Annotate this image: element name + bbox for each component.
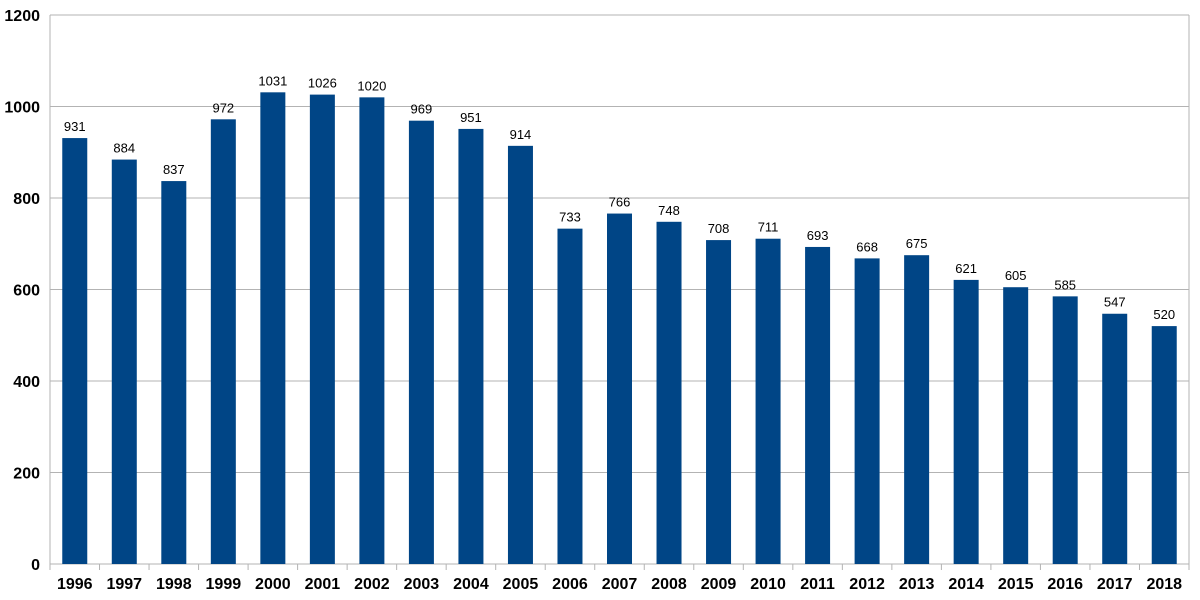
bar-2009: [706, 240, 732, 564]
x-tick-label-2006: 2006: [552, 576, 588, 593]
x-tick-label-2016: 2016: [1047, 576, 1083, 593]
x-tick-label-2017: 2017: [1097, 576, 1133, 593]
x-tick-label-1996: 1996: [57, 576, 93, 593]
y-tick-label: 1200: [4, 8, 40, 25]
x-tick-label-2009: 2009: [701, 576, 737, 593]
bar-2017: [1102, 313, 1128, 564]
data-label-2010: 711: [758, 220, 779, 235]
data-label-2007: 766: [609, 195, 631, 210]
y-tick-label: 200: [13, 466, 40, 483]
x-tick-label-2002: 2002: [354, 576, 390, 593]
x-tick-label-2013: 2013: [899, 576, 935, 593]
y-tick-label: 0: [31, 557, 40, 574]
data-label-2018: 520: [1153, 307, 1175, 322]
bar-2015: [1003, 287, 1029, 564]
bar-2002: [359, 97, 385, 564]
data-label-2005: 914: [510, 127, 532, 142]
bar-2004: [458, 128, 484, 565]
x-tick-label-2012: 2012: [849, 576, 885, 593]
data-label-1999: 972: [212, 100, 234, 115]
data-labels: 931 884 837 972 1031 1026 1020 969 951 914 733 766 7…: [64, 73, 1175, 322]
data-label-1997: 884: [113, 141, 135, 156]
bar-2008: [656, 221, 682, 565]
bar-2016: [1052, 296, 1078, 564]
data-label-2008: 748: [658, 203, 680, 218]
gridlines: [49, 14, 1190, 570]
bar-2001: [309, 94, 335, 564]
bar-2018: [1151, 326, 1177, 564]
data-label-2004: 951: [460, 110, 482, 125]
x-tick-label-1998: 1998: [156, 576, 192, 593]
bar-2010: [755, 238, 781, 564]
x-tick-label-2003: 2003: [404, 576, 440, 593]
data-label-2016: 585: [1054, 277, 1076, 292]
x-tick-label-1999: 1999: [206, 576, 242, 593]
x-tick-label-2005: 2005: [503, 576, 539, 593]
bar-2014: [953, 279, 979, 564]
bar-2011: [805, 246, 831, 564]
data-label-2014: 621: [955, 261, 977, 276]
data-label-2017: 547: [1104, 295, 1126, 310]
x-axis-ticks: 1996 1997 1998 1999 2000 2001 2002 2003 2004 2005…: [57, 576, 1182, 593]
x-tick-label-2010: 2010: [750, 576, 786, 593]
y-tick-label: 600: [13, 283, 40, 300]
x-tick-label-2000: 2000: [255, 576, 291, 593]
data-label-1998: 837: [163, 162, 185, 177]
x-tick-label-2014: 2014: [948, 576, 984, 593]
bar-1998: [161, 181, 187, 564]
bar-2012: [854, 258, 880, 564]
y-tick-label: 400: [13, 374, 40, 391]
data-label-2013: 675: [906, 236, 928, 251]
data-label-2003: 969: [411, 102, 433, 117]
y-tick-label: 800: [13, 191, 40, 208]
bars: [62, 92, 1177, 565]
bar-2003: [408, 120, 434, 565]
bar-2005: [507, 145, 533, 564]
x-tick-label-2007: 2007: [602, 576, 638, 593]
x-tick-label-2011: 2011: [800, 576, 835, 593]
y-axis-ticks: 0 200 400 600 800 1000 1200: [4, 8, 40, 574]
data-label-2006: 733: [559, 210, 581, 225]
x-tick-label-2015: 2015: [998, 576, 1034, 593]
data-label-2000: 1031: [258, 73, 287, 88]
bar-2006: [557, 228, 583, 564]
x-tick-label-2004: 2004: [453, 576, 489, 593]
data-label-2002: 1020: [357, 78, 386, 93]
y-tick-label: 1000: [4, 100, 40, 117]
x-tick-label-2001: 2001: [305, 576, 341, 593]
bar-2007: [607, 213, 632, 564]
data-label-1996: 931: [64, 119, 86, 134]
x-tick-label-2018: 2018: [1146, 576, 1182, 593]
data-label-2001: 1026: [308, 76, 337, 91]
bar-1996: [62, 138, 88, 564]
data-label-2012: 668: [856, 239, 878, 254]
data-label-2015: 605: [1005, 268, 1027, 283]
bar-1999: [210, 119, 236, 564]
data-label-2011: 693: [807, 228, 829, 243]
bar-2013: [904, 255, 930, 564]
bar-1997: [111, 159, 137, 564]
data-label-2009: 708: [708, 221, 730, 236]
x-tick-label-1997: 1997: [106, 576, 142, 593]
x-tick-label-2008: 2008: [651, 576, 687, 593]
bar-2000: [260, 92, 286, 564]
